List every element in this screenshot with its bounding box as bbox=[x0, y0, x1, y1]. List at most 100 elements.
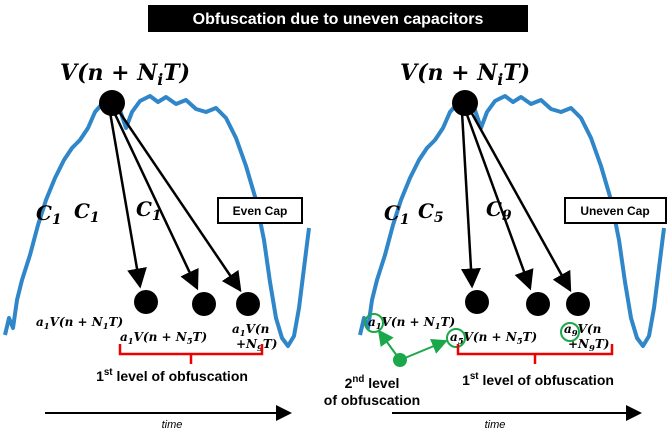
text-part: 5 bbox=[187, 336, 193, 346]
node-label: a1V(n + N1T) bbox=[36, 315, 123, 331]
node bbox=[134, 290, 158, 314]
node-label: a1V(n bbox=[232, 322, 269, 338]
text-part: a bbox=[36, 315, 44, 329]
arrow bbox=[460, 111, 481, 289]
title: Obfuscation due to uneven capacitors bbox=[193, 11, 484, 28]
text-part: 9 bbox=[502, 208, 512, 224]
highlight bbox=[446, 328, 466, 348]
cap-label: C1 bbox=[384, 201, 410, 228]
text-part: C bbox=[136, 197, 152, 221]
text-part: level bbox=[364, 375, 399, 391]
second-label: 2nd level bbox=[345, 374, 400, 391]
cap-box-label: Even Cap bbox=[233, 204, 288, 218]
node bbox=[236, 292, 260, 316]
arrow bbox=[464, 111, 534, 291]
text-part: 2 bbox=[345, 375, 353, 391]
title-bar bbox=[148, 5, 528, 32]
cap-label: C9 bbox=[486, 197, 512, 224]
text-part: T) bbox=[263, 337, 278, 351]
text-part: C bbox=[486, 197, 502, 221]
text-part: C bbox=[36, 201, 52, 225]
text-part: a bbox=[368, 315, 376, 329]
text-part: V(n + N bbox=[400, 60, 498, 86]
text-part: 9 bbox=[257, 343, 263, 353]
node bbox=[526, 292, 550, 316]
cap-label: C1 bbox=[136, 197, 162, 224]
text-part: nd bbox=[352, 374, 364, 385]
text-part: 1 bbox=[128, 336, 134, 346]
text-part: st bbox=[470, 371, 479, 382]
text-part: 1 bbox=[435, 321, 441, 331]
text-part: a bbox=[120, 330, 128, 344]
text-part: 1 bbox=[462, 372, 470, 388]
text-part: level of obfuscation bbox=[479, 372, 614, 388]
text-part: V(n bbox=[246, 322, 270, 336]
panel-right: V(n + NiT) C1 C5 C9 Uneven Cap a1V(n + N… bbox=[324, 60, 667, 431]
text-part: T) bbox=[109, 315, 124, 329]
cap-label: C1 bbox=[36, 201, 62, 228]
text-part: V(n + N bbox=[382, 315, 436, 329]
text-part: level of obfuscation bbox=[113, 368, 248, 384]
text-part: 1 bbox=[152, 208, 162, 224]
axis-label: time bbox=[162, 419, 183, 431]
text-part: C bbox=[384, 201, 400, 225]
text-part: 1 bbox=[52, 212, 62, 228]
text-part: T) bbox=[595, 337, 610, 351]
text-part: i bbox=[157, 71, 163, 89]
highlight bbox=[364, 313, 384, 333]
text-part: V(n + N bbox=[60, 60, 158, 86]
text-part: 1 bbox=[103, 321, 109, 331]
text-part: V(n + N bbox=[464, 330, 518, 344]
bracket bbox=[118, 344, 264, 364]
source-node bbox=[99, 90, 125, 116]
text-part: T) bbox=[503, 60, 530, 86]
text-part: C bbox=[418, 199, 434, 223]
bracket-label: 1st level of obfuscation bbox=[96, 367, 248, 384]
second-label: of obfuscation bbox=[324, 392, 420, 408]
cap-box bbox=[564, 197, 667, 224]
green-arrow bbox=[399, 338, 448, 361]
arrow bbox=[468, 109, 572, 293]
axis-label: time bbox=[485, 419, 506, 431]
text-part: i bbox=[497, 71, 503, 89]
text-part: 1 bbox=[376, 321, 382, 331]
text-part: 1 bbox=[44, 321, 50, 331]
text-part: a bbox=[450, 330, 458, 344]
panel-left: V(n + NiT) C1 C1 C1 Even Cap a1V(n + N1T… bbox=[3, 60, 311, 431]
cap-label: C5 bbox=[418, 199, 444, 226]
text-part: 1 bbox=[240, 328, 246, 338]
bracket bbox=[456, 344, 614, 364]
node-label: a1V(n + N5T) bbox=[120, 330, 207, 346]
node-label: +N9T) bbox=[236, 337, 277, 353]
source-node bbox=[452, 90, 478, 116]
node bbox=[192, 292, 216, 316]
text-part: 1 bbox=[90, 210, 100, 226]
text-part: C bbox=[74, 199, 90, 223]
cap-box-label: Uneven Cap bbox=[580, 204, 649, 218]
text-part: V(n bbox=[578, 322, 602, 336]
text-part: T) bbox=[193, 330, 208, 344]
text-part: V(n + N bbox=[50, 315, 104, 329]
arrow bbox=[112, 111, 199, 291]
text-part: 9 bbox=[589, 343, 595, 353]
node-label: a5V(n + N5T) bbox=[450, 330, 537, 346]
text-part: 9 bbox=[572, 328, 578, 338]
text-part: 5 bbox=[458, 336, 464, 346]
cap-box bbox=[217, 197, 303, 224]
text-part: 5 bbox=[517, 336, 523, 346]
text-part: +N bbox=[236, 337, 258, 351]
arrow bbox=[108, 111, 147, 289]
node bbox=[465, 290, 489, 314]
node-label: a1V(n + N1T) bbox=[368, 315, 455, 331]
formula: V(n + NiT) bbox=[60, 60, 190, 89]
node bbox=[566, 292, 590, 316]
text-part: a bbox=[232, 322, 240, 336]
text-part: +N bbox=[568, 337, 590, 351]
text-part: 1 bbox=[96, 368, 104, 384]
text-part: a bbox=[564, 322, 572, 336]
text-part: T) bbox=[523, 330, 538, 344]
text-part: 1 bbox=[400, 212, 410, 228]
cap-label: C1 bbox=[74, 199, 100, 226]
bracket-label: 1st level of obfuscation bbox=[462, 371, 614, 388]
